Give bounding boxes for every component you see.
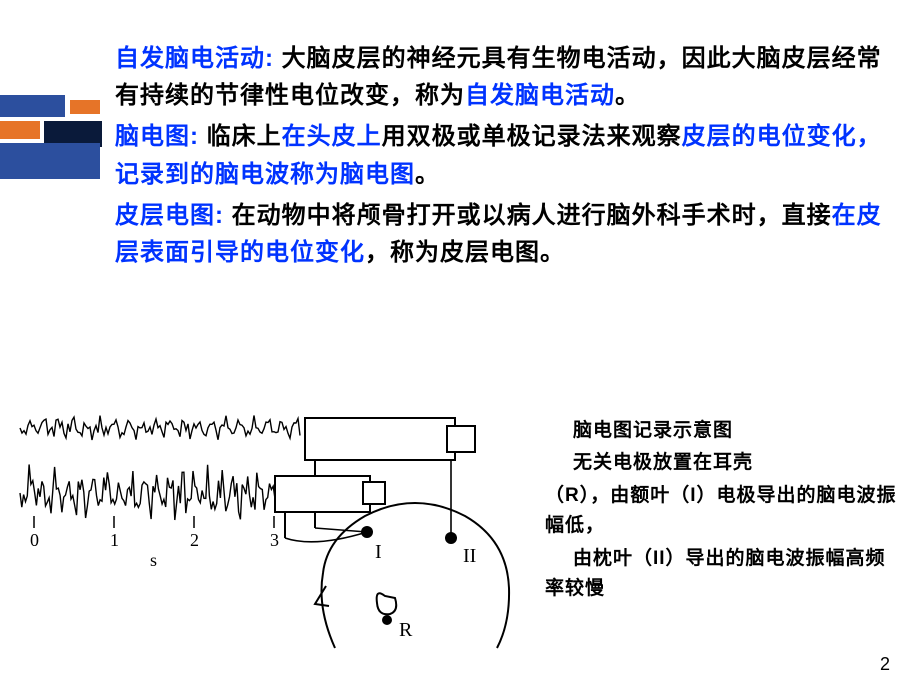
svg-text:3: 3 — [270, 530, 279, 550]
page-number: 2 — [880, 654, 890, 675]
term-label: 自发脑电活动: — [115, 45, 274, 72]
definition-spontaneous-eeg: 自发脑电活动: 大脑皮层的神经元具有生物电活动，因此大脑皮层经常有持续的节律性电… — [115, 40, 885, 114]
figure-caption: 脑电图记录示意图 无关电极放置在耳壳 （R），由额叶（I）电极导出的脑电波振幅低… — [545, 416, 905, 606]
caption-line: （R），由额叶（I）电极导出的脑电波振幅低， — [545, 481, 905, 542]
svg-text:I: I — [375, 541, 382, 563]
caption-line: 无关电极放置在耳壳 — [545, 448, 905, 478]
definition-ecog: 皮层电图: 在动物中将颅骨打开或以病人进行脑外科手术时，直接在皮层表面引导的电位… — [115, 197, 885, 271]
svg-text:2: 2 — [190, 530, 199, 550]
figure-area: 0123s IIIR 脑电图记录示 — [15, 398, 905, 653]
svg-text:II: II — [463, 545, 476, 567]
definitions-block: 自发脑电活动: 大脑皮层的神经元具有生物电活动，因此大脑皮层经常有持续的节律性电… — [115, 40, 885, 275]
term-label: 皮层电图: — [115, 202, 224, 229]
definition-eeg: 脑电图: 临床上在头皮上用双极或单极记录法来观察皮层的电位变化，记录到的脑电波称… — [115, 118, 885, 192]
caption-line: 由枕叶（II）导出的脑电波振幅高频率较慢 — [545, 544, 905, 605]
svg-text:1: 1 — [110, 530, 119, 550]
term-label: 脑电图: — [115, 123, 199, 150]
svg-text:R: R — [399, 619, 413, 641]
caption-line: 脑电图记录示意图 — [545, 416, 905, 446]
svg-text:0: 0 — [30, 530, 39, 550]
slide-decoration — [0, 95, 105, 185]
svg-text:s: s — [150, 550, 157, 570]
eeg-diagram: 0123s IIIR — [15, 398, 520, 653]
